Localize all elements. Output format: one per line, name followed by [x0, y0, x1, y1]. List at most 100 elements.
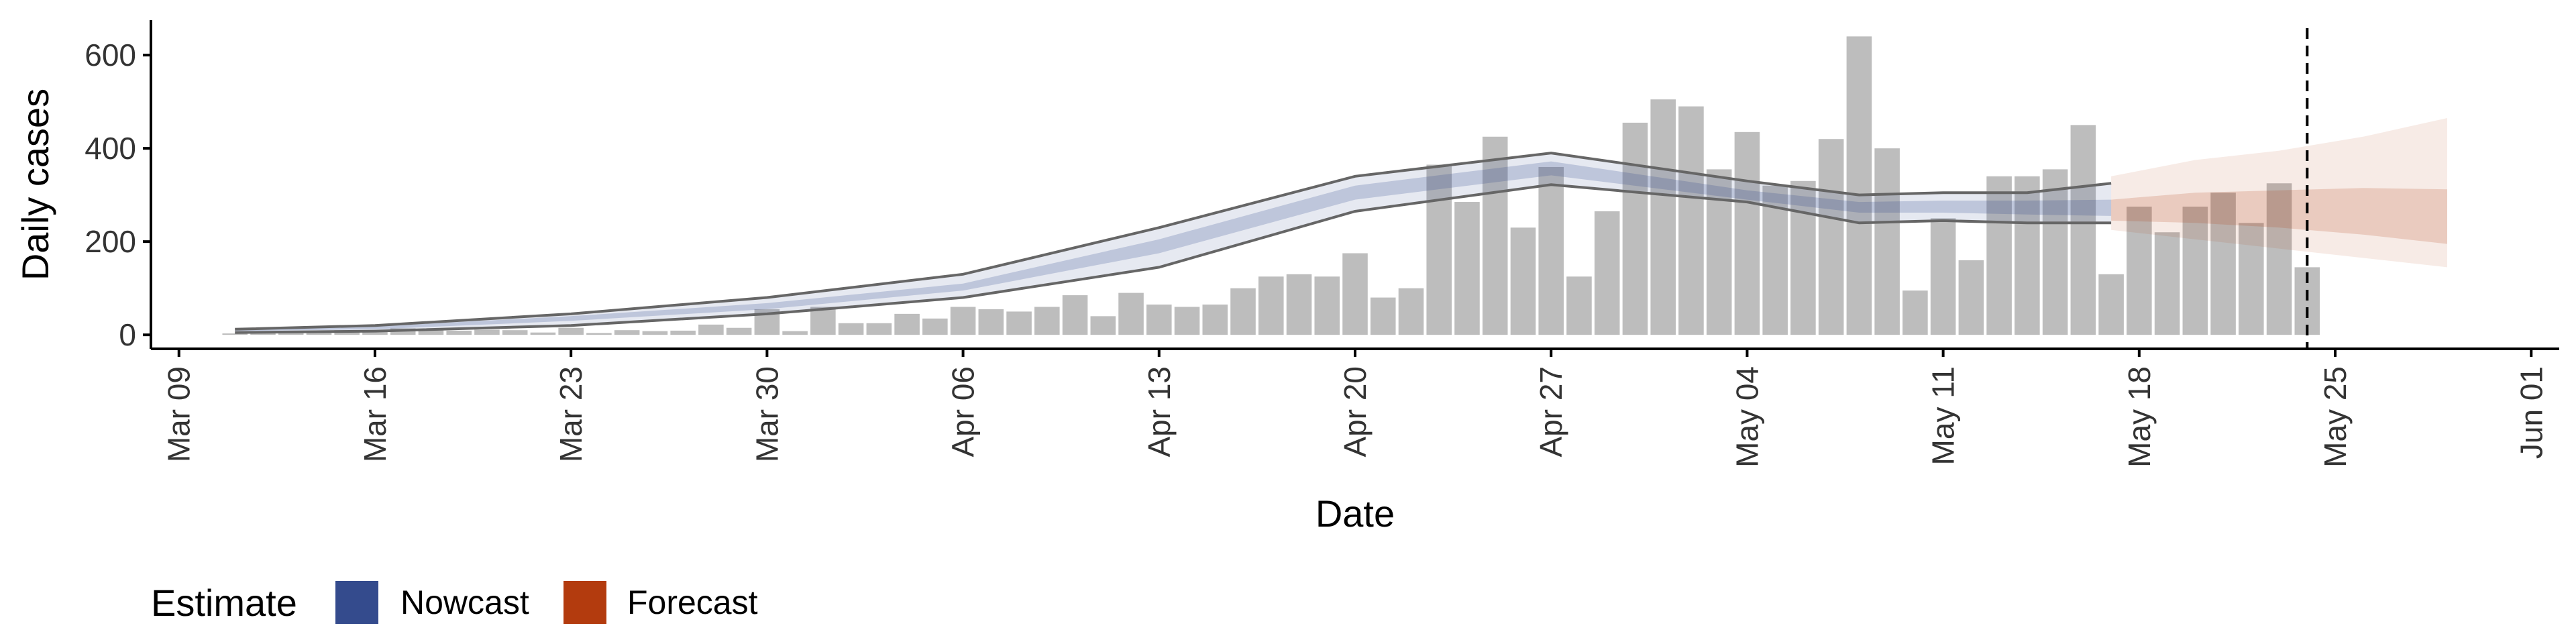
x-tick-label: Apr 13: [1142, 366, 1177, 458]
y-tick-label: 200: [85, 224, 136, 259]
case-bar: [1678, 106, 1704, 335]
case-bar: [1118, 292, 1144, 335]
case-bar: [838, 323, 864, 335]
case-bar: [1622, 122, 1648, 335]
case-bar: [2070, 125, 2096, 335]
case-bar: [1062, 295, 1088, 335]
case-bar: [1230, 288, 1256, 335]
case-bar: [2042, 169, 2068, 335]
case-bar: [222, 333, 248, 335]
x-tick-label: May 04: [1729, 366, 1764, 468]
case-bar: [670, 330, 696, 335]
case-bar: [306, 331, 332, 335]
forecast-outer-band: [2111, 118, 2447, 268]
x-tick-label: May 25: [2318, 366, 2353, 468]
nowcast-upper-line: [235, 152, 2112, 331]
y-axis: 0 200 400 600 Daily cases: [14, 20, 152, 352]
case-bar: [1538, 166, 1564, 335]
case-bar: [922, 318, 948, 335]
x-axis: Mar 09 Mar 16 Mar 23 Mar 30 Apr 06 Apr 13 Apr …: [151, 347, 2559, 535]
y-tick-label: 400: [85, 131, 136, 166]
case-bar: [2182, 207, 2208, 335]
nowcast-inner-band: [235, 161, 2112, 331]
case-bar: [1202, 304, 1228, 335]
case-bar: [894, 313, 920, 335]
legend-swatch-forecast: [564, 581, 606, 624]
case-bar: [1454, 202, 1480, 335]
x-tick-label: Jun 01: [2514, 366, 2548, 459]
case-bar: [2210, 193, 2236, 335]
case-bar: [1986, 176, 2012, 335]
y-tick-label: 600: [85, 38, 136, 72]
case-bar: [1286, 274, 1312, 335]
nowcast-outer-band: [235, 153, 2112, 333]
case-bar: [2266, 183, 2292, 335]
case-bar: [1342, 253, 1368, 335]
legend-label-forecast: Forecast: [627, 584, 758, 621]
case-bar: [810, 307, 836, 335]
case-bar: [2015, 176, 2040, 335]
x-tick-label: Mar 23: [553, 366, 588, 462]
case-bar: [1398, 288, 1424, 335]
legend-swatch-nowcast: [335, 581, 378, 624]
case-bar: [614, 330, 640, 335]
case-bar: [1734, 131, 1760, 335]
case-bar: [530, 332, 556, 335]
y-axis-title: Daily cases: [14, 89, 56, 280]
case-bar: [1426, 164, 1452, 335]
case-bar: [698, 324, 724, 335]
case-bar: [418, 329, 444, 335]
case-bar: [278, 333, 304, 335]
case-bar: [502, 330, 528, 335]
case-bar: [1370, 297, 1396, 335]
case-bar: [1594, 211, 1620, 335]
case-bar: [1790, 180, 1816, 335]
case-bar: [362, 331, 388, 335]
case-bar: [1706, 169, 1732, 335]
x-tick-label: Apr 20: [1338, 366, 1373, 458]
estimate-bands: [235, 118, 2447, 333]
x-tick-label: Mar 09: [162, 366, 197, 462]
case-bar: [1566, 276, 1592, 335]
x-tick-label: Apr 06: [946, 366, 981, 458]
case-bar: [250, 332, 276, 335]
y-tick-label: 0: [119, 317, 136, 352]
case-bar: [1958, 260, 1984, 335]
case-bar: [1902, 290, 1928, 335]
case-bar: [950, 307, 976, 335]
case-bar: [1146, 304, 1172, 335]
x-axis-title: Date: [1316, 492, 1395, 535]
case-bar: [586, 333, 612, 335]
case-bar: [642, 331, 668, 335]
case-bar: [1874, 148, 1900, 335]
case-bar: [1650, 99, 1676, 335]
case-bar: [978, 309, 1004, 335]
case-bar: [726, 327, 752, 335]
case-bars: [222, 36, 2320, 335]
case-bar: [1930, 218, 1956, 335]
legend: Estimate Nowcast Forecast: [151, 581, 758, 624]
x-tick-label: May 18: [2122, 366, 2157, 468]
plot-area: [222, 28, 2447, 349]
case-bar: [1034, 307, 1060, 335]
case-bar: [1006, 311, 1032, 335]
case-bar: [2127, 207, 2152, 335]
x-tick-label: Mar 16: [358, 366, 392, 462]
x-tick-label: May 11: [1926, 366, 1961, 465]
case-bar: [1174, 307, 1200, 335]
x-tick-label: Apr 27: [1534, 366, 1568, 458]
nowcast-lower-line: [235, 183, 2112, 334]
case-bar: [2239, 223, 2264, 335]
case-bar: [866, 323, 892, 335]
case-bar: [558, 327, 584, 335]
forecast-inner-band: [2111, 188, 2447, 244]
legend-label-nowcast: Nowcast: [400, 584, 529, 621]
case-bar: [1090, 316, 1116, 335]
case-bar: [474, 329, 500, 335]
case-bar: [1818, 139, 1844, 335]
y-ticks: 0 200 400 600: [85, 38, 151, 352]
estimate-lines: [235, 152, 2112, 334]
case-bar: [782, 331, 808, 335]
case-bar: [1482, 136, 1508, 335]
case-bar: [1314, 276, 1340, 335]
